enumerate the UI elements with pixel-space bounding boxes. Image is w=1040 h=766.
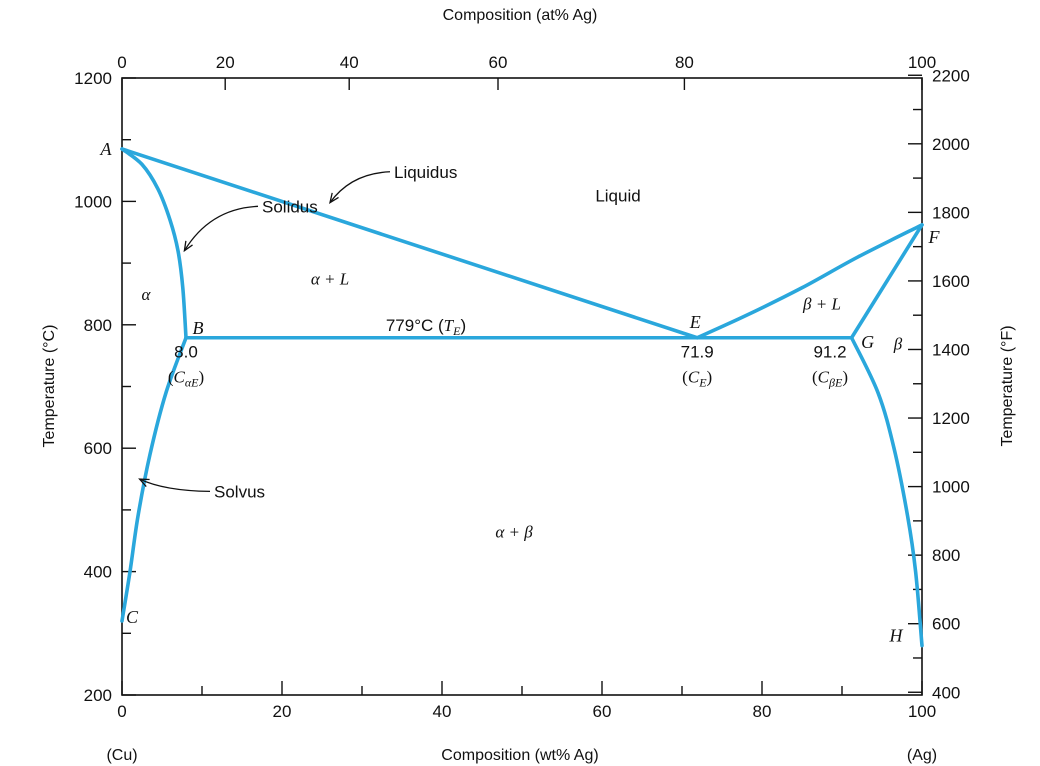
right-tick-label: 1200 — [932, 409, 970, 428]
axis-tick-labels: 0 20 40 60 80 1000 20 40 60 80 1002004006008001000… — [74, 53, 970, 721]
solidus-right-curve — [849, 223, 924, 340]
bottom-tick-label: 40 — [433, 702, 452, 721]
liquidus-arrow — [329, 171, 391, 204]
region-label: β + L — [802, 294, 841, 313]
solvus-right-curve — [849, 335, 924, 648]
solvus-left-curve — [120, 335, 188, 623]
solvus-label: Solvus — [214, 482, 265, 501]
top-axis-title: Composition (at% Ag) — [443, 7, 598, 24]
point-label-e: E — [689, 312, 701, 332]
left-tick-label: 1200 — [74, 69, 112, 88]
right-tick-label: 2200 — [932, 66, 970, 85]
region-label: α + L — [311, 270, 349, 289]
left-end-label: (Cu) — [106, 747, 137, 764]
right-tick-label: 1800 — [932, 203, 970, 222]
solvus-arrow — [139, 478, 211, 493]
cbe-symbol: (CβE) — [812, 367, 848, 389]
top-tick-label: 60 — [489, 53, 508, 72]
cbe-value: 91.2 — [813, 342, 846, 361]
plot-frame — [121, 77, 923, 696]
cae-value: 8.0 — [174, 342, 198, 361]
solidus-left-curve — [120, 147, 188, 340]
bottom-tick-label: 0 — [117, 702, 126, 721]
left-tick-label: 400 — [84, 563, 112, 582]
left-tick-label: 800 — [84, 316, 112, 335]
solidus-arrowhead — [183, 240, 193, 253]
top-tick-label: 20 — [216, 53, 235, 72]
axis-ticks — [121, 74, 923, 696]
top-tick-label: 80 — [675, 53, 694, 72]
point-label-h: H — [889, 626, 904, 646]
liquidus-arrowhead — [329, 192, 339, 204]
left-tick-label: 1000 — [74, 192, 112, 211]
phase-boundaries — [120, 147, 924, 648]
right-tick-label: 400 — [932, 683, 960, 702]
annotation-arrows — [138, 171, 391, 493]
right-end-label: (Ag) — [907, 747, 937, 764]
region-label: β — [893, 334, 903, 353]
point-label-c: C — [126, 607, 139, 627]
liquidus-left-curve — [120, 147, 699, 340]
right-tick-label: 1600 — [932, 272, 970, 291]
ce-symbol: (CE) — [682, 367, 712, 389]
top-tick-label: 0 — [117, 53, 126, 72]
solidus-label: Solidus — [262, 197, 318, 216]
bottom-tick-label: 60 — [593, 702, 612, 721]
solidus-arrow — [183, 205, 259, 252]
right-tick-label: 1400 — [932, 340, 970, 359]
bottom-tick-label: 20 — [273, 702, 292, 721]
right-tick-label: 600 — [932, 615, 960, 634]
left-tick-label: 600 — [84, 439, 112, 458]
right-tick-label: 2000 — [932, 135, 970, 154]
region-label: Liquid — [595, 186, 640, 205]
top-tick-label: 100 — [908, 53, 936, 72]
liquidus-label: Liquidus — [394, 163, 457, 182]
point-label-g: G — [861, 332, 874, 352]
bottom-tick-label: 100 — [908, 702, 936, 721]
point-label-a: A — [100, 139, 113, 159]
right-tick-label: 1000 — [932, 478, 970, 497]
eutectic-temp-label: 779°C (TE) — [386, 316, 466, 338]
liquidus-right-curve — [695, 223, 924, 340]
ce-value: 71.9 — [681, 342, 714, 361]
point-label-b: B — [193, 318, 204, 338]
solvus-arrowhead — [138, 478, 150, 487]
diagram-labels: A B C E F G H Liquid α α + L β + L β α + β Liquidus So… — [100, 139, 941, 646]
region-label: α + β — [495, 523, 533, 542]
cae-symbol: (CαE) — [168, 367, 204, 389]
right-axis-title: Temperature (°F) — [999, 325, 1016, 446]
region-label: α — [142, 285, 152, 304]
right-tick-label: 800 — [932, 546, 960, 565]
bottom-axis-title: Composition (wt% Ag) — [441, 747, 598, 764]
left-tick-label: 200 — [84, 686, 112, 705]
top-tick-label: 40 — [340, 53, 359, 72]
point-label-f: F — [928, 227, 941, 247]
bottom-tick-label: 80 — [753, 702, 772, 721]
left-axis-title: Temperature (°C) — [41, 325, 58, 448]
